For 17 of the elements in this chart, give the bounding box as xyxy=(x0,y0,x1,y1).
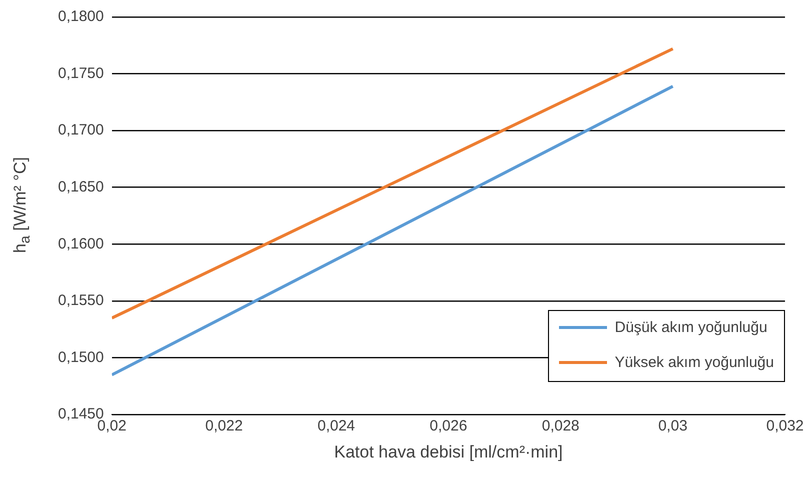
y-tick-label: 0,1700 xyxy=(58,122,104,139)
x-tick-label: 0,022 xyxy=(205,418,243,435)
y-tick-label: 0,1600 xyxy=(58,235,104,252)
x-tick-label: 0,026 xyxy=(430,418,468,435)
y-tick-label: 0,1500 xyxy=(58,348,104,366)
x-tick-label: 0,03 xyxy=(658,418,688,435)
legend-label: Düşük akım yoğunluğu xyxy=(614,319,768,336)
legend-label: Yüksek akım yoğunluğu xyxy=(614,354,774,371)
y-tick-label: 0,1650 xyxy=(58,178,104,196)
y-tick-label: 0,1750 xyxy=(58,64,104,82)
x-axis-title: Katot hava debisi [ml/cm²·min] xyxy=(334,442,563,462)
x-tick-label: 0,032 xyxy=(766,418,804,435)
y-tick-label: 0,1800 xyxy=(58,8,104,26)
x-tick-label: 0,028 xyxy=(542,418,580,435)
x-tick-label: 0,024 xyxy=(317,418,356,435)
y-tick-label: 0,1550 xyxy=(58,292,104,310)
x-tick-label: 0,02 xyxy=(97,418,126,435)
